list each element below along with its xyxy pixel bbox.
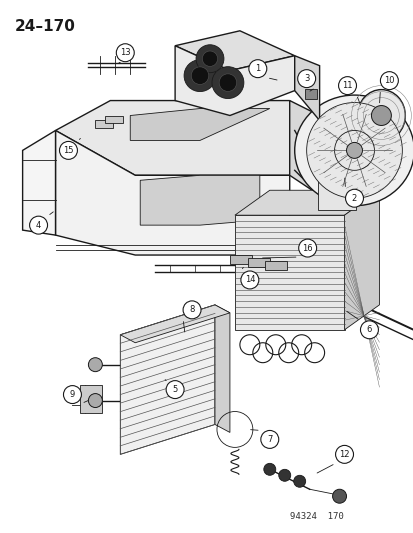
Circle shape [63,385,81,403]
Circle shape [278,470,290,481]
Polygon shape [294,56,319,120]
Circle shape [298,239,316,257]
Circle shape [184,60,216,92]
Circle shape [248,60,266,78]
Polygon shape [120,305,229,343]
Bar [264,261,286,270]
Bar [304,88,316,99]
Circle shape [346,142,362,158]
Text: 14: 14 [244,276,254,285]
Circle shape [297,70,315,87]
Polygon shape [175,31,294,71]
Text: 13: 13 [120,48,130,57]
Text: 10: 10 [383,76,394,85]
Bar [247,258,269,267]
Ellipse shape [357,90,404,141]
Bar [229,255,251,264]
Polygon shape [234,190,378,215]
Text: 2: 2 [351,193,356,203]
Text: 5: 5 [172,385,177,394]
Text: 16: 16 [301,244,312,253]
Circle shape [211,67,243,99]
Circle shape [183,301,201,319]
Text: 94324  170: 94324 170 [289,512,343,521]
Circle shape [196,45,223,72]
Circle shape [338,77,356,94]
Bar [105,116,123,124]
Polygon shape [234,215,344,330]
Circle shape [345,189,363,207]
Text: 4: 4 [36,221,41,230]
Circle shape [260,431,278,448]
Circle shape [29,216,47,234]
Circle shape [59,141,77,159]
Circle shape [202,51,217,67]
Bar [317,172,355,210]
Text: 3: 3 [303,74,309,83]
Polygon shape [344,190,378,330]
Polygon shape [140,175,259,225]
Text: 11: 11 [342,81,352,90]
Circle shape [263,463,275,475]
Polygon shape [55,101,289,175]
Circle shape [370,106,390,125]
Text: 15: 15 [63,146,74,155]
Text: 6: 6 [366,325,371,334]
Polygon shape [55,131,289,255]
Polygon shape [289,101,319,195]
Text: 1: 1 [254,64,260,73]
Circle shape [218,74,236,91]
Circle shape [116,44,134,62]
Text: 24–170: 24–170 [14,19,75,34]
Bar [80,385,102,413]
Circle shape [88,393,102,408]
Polygon shape [175,46,294,116]
Text: 12: 12 [339,450,349,459]
Circle shape [191,67,208,84]
Bar [95,120,113,128]
Text: 9: 9 [70,390,75,399]
Circle shape [293,475,305,487]
Circle shape [306,102,401,198]
Polygon shape [120,305,214,454]
Circle shape [88,358,102,372]
Circle shape [240,271,258,289]
Ellipse shape [294,95,413,206]
Circle shape [380,71,397,90]
Polygon shape [214,305,229,432]
Text: 7: 7 [266,435,272,444]
Circle shape [166,381,184,399]
Polygon shape [23,131,55,235]
Polygon shape [130,109,269,140]
Circle shape [332,489,346,503]
Circle shape [360,321,377,339]
Text: 8: 8 [189,305,194,314]
Circle shape [335,446,353,463]
